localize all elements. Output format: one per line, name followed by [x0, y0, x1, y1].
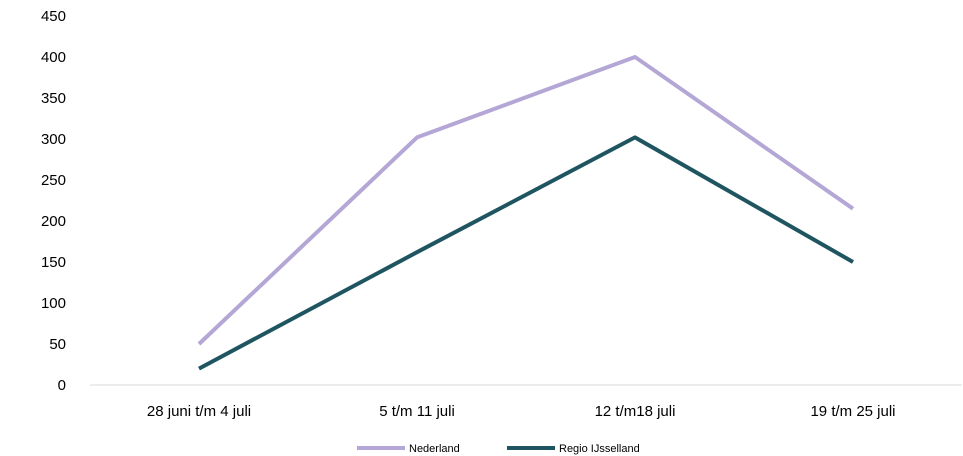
series-line-1: [198, 135, 854, 371]
legend: Nederland Regio IJsselland: [357, 443, 640, 455]
y-tick-label: 150: [41, 254, 66, 271]
y-tick-label: 200: [41, 213, 66, 230]
x-axis: 28 juni t/m 4 juli 5 t/m 11 juli 12 t/m18 …: [147, 403, 896, 420]
y-tick-label: 0: [58, 377, 66, 394]
x-tick-label: 12 t/m18 juli: [595, 403, 676, 420]
legend-label: Nederland: [409, 443, 460, 455]
y-tick-label: 100: [41, 295, 66, 312]
y-axis: 0 50 100 150 200 250 300 350 400 450: [41, 8, 66, 394]
y-tick-label: 300: [41, 131, 66, 148]
y-tick-label: 250: [41, 172, 66, 189]
legend-label: Regio IJsselland: [559, 443, 640, 455]
y-tick-label: 350: [41, 90, 66, 107]
x-tick-label: 5 t/m 11 juli: [379, 403, 455, 420]
series-line-0: [197, 55, 855, 346]
series-group: [197, 55, 855, 371]
y-tick-label: 400: [41, 49, 66, 66]
x-tick-label: 28 juni t/m 4 juli: [147, 403, 251, 420]
y-tick-label: 50: [49, 336, 66, 353]
y-tick-label: 450: [41, 8, 66, 25]
x-tick-label: 19 t/m 25 juli: [810, 403, 895, 420]
